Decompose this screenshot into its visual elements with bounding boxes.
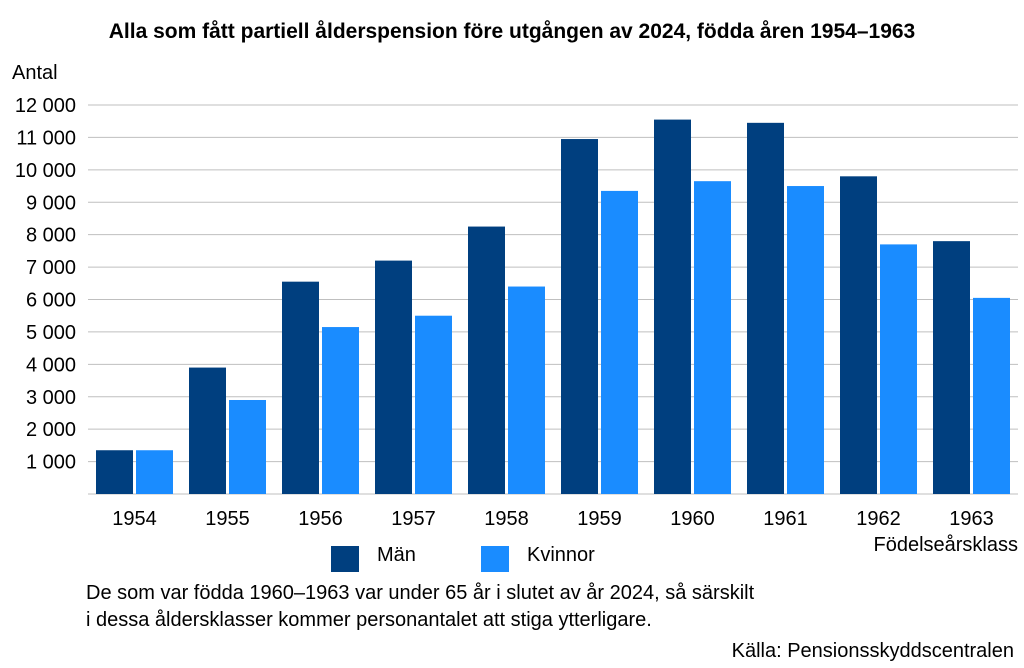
bars <box>96 119 1010 495</box>
legend-swatch-man <box>331 546 359 572</box>
x-axis-label: Födelseårsklass <box>873 534 1018 556</box>
x-tick-label: 1958 <box>484 508 529 530</box>
y-tick-label: 3 000 <box>26 387 76 409</box>
bar-man-1954 <box>96 450 133 494</box>
bar-kvinnor-1956 <box>322 327 359 494</box>
y-tick-label: 8 000 <box>26 225 76 247</box>
y-tick-label: 5 000 <box>26 322 76 344</box>
y-tick-label: 11 000 <box>16 127 76 149</box>
x-tick-label: 1955 <box>205 508 250 530</box>
bar-man-1962 <box>840 176 877 495</box>
bar-kvinnor-1954 <box>136 450 173 494</box>
x-tick-label: 1954 <box>112 508 157 530</box>
legend-label-kvinnor: Kvinnor <box>527 544 595 566</box>
x-tick-labels: 1954 1955 1956 1957 1958 1959 1960 1961 1962 1963 <box>112 508 994 530</box>
x-tick-label: 1963 <box>949 508 994 530</box>
x-tick-label: 1960 <box>670 508 715 530</box>
bar-man-1959 <box>561 139 598 494</box>
y-tick-label: 1 000 <box>26 452 76 474</box>
bar-kvinnor-1957 <box>415 315 452 494</box>
x-tick-label: 1962 <box>856 508 901 530</box>
y-tick-label: 12 000 <box>15 95 76 117</box>
bar-kvinnor-1963 <box>973 297 1010 494</box>
source-credit: Källa: Pensionsskyddscentralen <box>731 640 1014 662</box>
bar-man-1961 <box>747 122 784 495</box>
footnote-line-2: i dessa åldersklasser kommer personantal… <box>86 609 652 631</box>
bar-kvinnor-1962 <box>880 244 917 494</box>
y-tick-label: 9 000 <box>26 192 76 214</box>
x-tick-label: 1959 <box>577 508 622 530</box>
y-tick-label: 10 000 <box>15 160 76 182</box>
bar-kvinnor-1961 <box>787 186 824 494</box>
y-tick-label: 7 000 <box>26 257 76 279</box>
x-tick-label: 1957 <box>391 508 436 530</box>
legend-label-man: Män <box>377 544 416 566</box>
bar-man-1958 <box>468 226 505 494</box>
bar-man-1956 <box>282 281 319 494</box>
x-tick-label: 1956 <box>298 508 343 530</box>
x-tick-label: 1961 <box>763 508 808 530</box>
chart-title: Alla som fått partiell ålderspension för… <box>108 20 916 43</box>
bar-kvinnor-1955 <box>229 399 266 494</box>
bar-kvinnor-1958 <box>508 286 545 494</box>
y-axis-label: Antal <box>12 62 58 84</box>
bar-kvinnor-1959 <box>601 190 638 494</box>
legend-swatch-kvinnor <box>481 546 509 572</box>
bar-man-1963 <box>933 241 970 494</box>
y-tick-label: 4 000 <box>26 354 76 376</box>
bar-man-1960 <box>654 119 691 495</box>
y-tick-label: 6 000 <box>26 290 76 312</box>
bar-man-1955 <box>189 367 226 494</box>
bar-kvinnor-1960 <box>694 181 731 494</box>
footnote: De som var födda 1960–1963 var under 65 … <box>86 580 754 634</box>
y-tick-labels: 1 000 2 000 3 000 4 000 5 000 6 000 7 000 8 000… <box>15 95 76 474</box>
bar-man-1957 <box>375 260 412 494</box>
footnote-line-1: De som var födda 1960–1963 var under 65 … <box>86 582 755 604</box>
gridlines <box>88 104 1018 495</box>
y-tick-label: 2 000 <box>26 419 76 441</box>
